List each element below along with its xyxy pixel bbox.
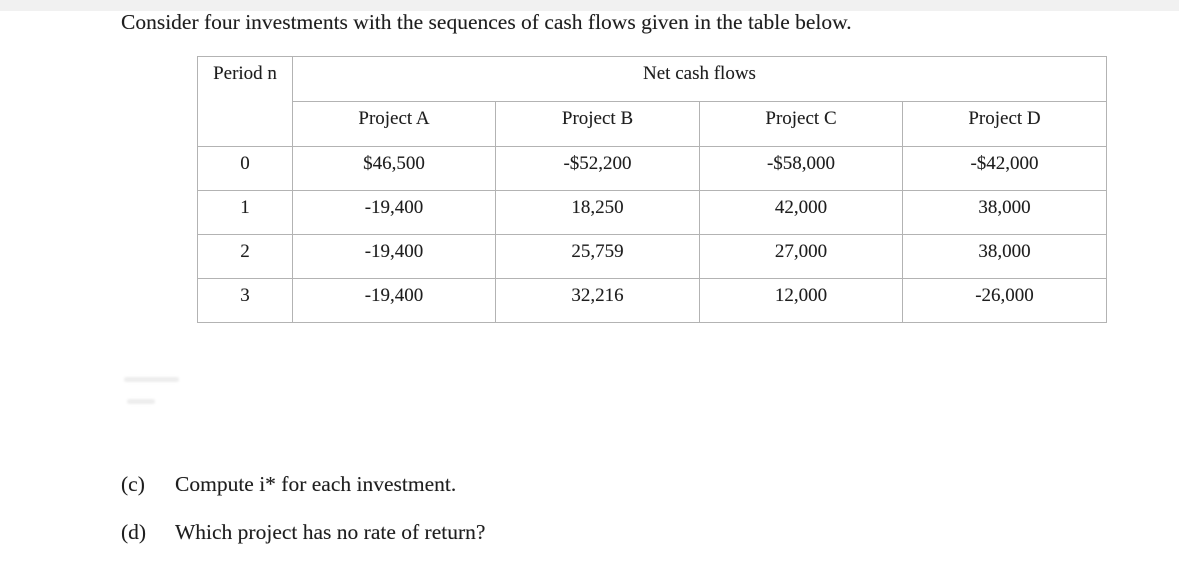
question-c: (c) Compute i* for each investment. [121,471,485,498]
scanner-edge-strip [0,0,1179,11]
cash-flow-cell: 32,216 [495,278,700,323]
table-row: 3 -19,400 32,216 12,000 -26,000 [197,278,1107,323]
cash-flow-cell: -$58,000 [699,146,903,191]
cash-flow-cell: 27,000 [699,234,903,279]
cash-flows-table: Period n Net cash flows Project A Projec… [197,56,1107,323]
cash-flow-cell: -19,400 [292,234,496,279]
question-c-label: (c) [121,472,145,496]
cash-flow-cell: -$42,000 [902,146,1107,191]
column-header-project-c: Project C [699,101,903,147]
period-cell: 0 [197,146,293,191]
table-row: 0 $46,500 -$52,200 -$58,000 -$42,000 [197,146,1107,191]
column-header-project-d: Project D [902,101,1107,147]
column-header-project-b: Project B [495,101,700,147]
question-d: (d) Which project has no rate of return? [121,519,485,546]
cash-flow-cell: -$52,200 [495,146,700,191]
table-row: 2 -19,400 25,759 27,000 38,000 [197,234,1107,279]
question-c-text: Compute i* for each investment. [175,472,457,496]
cash-flow-cell: -26,000 [902,278,1107,323]
cash-flow-cell: 38,000 [902,190,1107,235]
column-header-project-a: Project A [292,101,496,147]
period-cell: 3 [197,278,293,323]
period-cell: 2 [197,234,293,279]
cash-flow-cell: 12,000 [699,278,903,323]
scan-artifact [124,377,179,382]
question-d-text: Which project has no rate of return? [175,520,486,544]
period-column-header: Period n [197,56,293,147]
cash-flow-cell: -19,400 [292,190,496,235]
question-list: (c) Compute i* for each investment. (d) … [121,471,485,567]
cash-flow-cell: 25,759 [495,234,700,279]
net-cash-flows-header: Net cash flows [292,56,1107,102]
cash-flow-cell: -19,400 [292,278,496,323]
question-d-label: (d) [121,520,147,544]
cash-flow-cell: 38,000 [902,234,1107,279]
cash-flow-cell: 42,000 [699,190,903,235]
table-row: 1 -19,400 18,250 42,000 38,000 [197,190,1107,235]
problem-statement: Consider four investments with the seque… [121,10,852,34]
scan-artifact [127,399,155,404]
period-cell: 1 [197,190,293,235]
cash-flow-cell: $46,500 [292,146,496,191]
cash-flow-cell: 18,250 [495,190,700,235]
